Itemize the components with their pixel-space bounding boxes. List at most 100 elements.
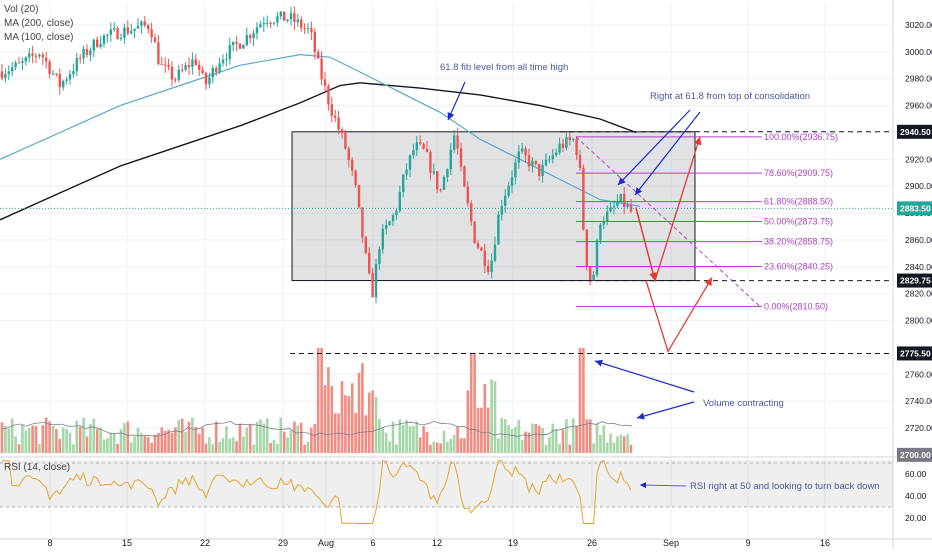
volume-bar	[208, 436, 211, 453]
candle-body	[476, 243, 480, 248]
candle-body	[466, 186, 469, 204]
volume-bar	[442, 430, 446, 453]
volume-bar	[422, 426, 425, 453]
rsi-tick-label: 40.00	[905, 491, 927, 501]
candle-body	[425, 148, 429, 152]
volume-bar	[262, 423, 266, 453]
legend-ma100[interactable]: MA (100, close)	[4, 32, 74, 43]
price-axis[interactable]: 3020.00 3000.00 2980.00 2960.00 2920.00 2900.…	[897, 20, 932, 523]
time-tick-label: 26	[587, 538, 597, 548]
time-tick-label: Sep	[663, 538, 679, 548]
candle-body	[109, 29, 112, 35]
volume-bar	[585, 419, 589, 453]
fib-level-label: 38.20%(2858.75)	[764, 237, 833, 247]
candle-body	[153, 37, 157, 43]
candle-body	[259, 24, 262, 28]
volume-bar	[561, 429, 565, 453]
price-tick-label: 2900.00	[905, 181, 932, 191]
volume-bar	[146, 436, 150, 453]
candle-body	[541, 165, 544, 177]
legend-rsi[interactable]: RSI (14, close)	[4, 462, 71, 473]
volume-bar	[582, 348, 585, 453]
candle-body	[136, 25, 140, 29]
candle-body	[585, 229, 588, 267]
candle-body	[429, 151, 432, 173]
candle-body	[402, 174, 405, 192]
volume-bar	[197, 433, 201, 453]
candle-body	[385, 225, 388, 229]
rsi-tick-label: 60.00	[905, 469, 927, 479]
candle-body	[75, 58, 78, 72]
volume-bar	[276, 443, 279, 453]
volume-bar	[429, 444, 432, 453]
time-tick-label: 6	[370, 538, 375, 548]
volume-bar	[500, 418, 504, 453]
candle-body	[459, 148, 463, 167]
volume-bar	[34, 425, 38, 453]
candle-body	[24, 57, 27, 62]
time-axis[interactable]: 8 15 22 29 Aug 6 12 19 26 Sep 9 16	[47, 538, 830, 548]
note-fib-ath: 61.8 fib level from all time high	[440, 62, 568, 73]
volume-bar	[473, 353, 476, 453]
candle-body	[72, 71, 75, 75]
volume-bar	[61, 427, 65, 453]
volume-bar	[463, 438, 466, 453]
candle-body	[422, 143, 425, 149]
volume-bar	[340, 381, 344, 453]
candle-body	[371, 273, 374, 298]
time-tick-label: 12	[432, 538, 442, 548]
candle-body	[99, 43, 102, 47]
candle-body	[201, 69, 204, 74]
volume-bar	[578, 348, 582, 453]
projection-arrows	[635, 136, 713, 354]
volume-bar	[231, 437, 235, 453]
candle-body	[92, 39, 95, 51]
candle-body	[521, 148, 524, 152]
volume-bar	[548, 436, 551, 453]
volume-bar	[497, 438, 500, 453]
legend-volume[interactable]: Vol (20)	[4, 4, 39, 15]
candle-body	[31, 53, 34, 56]
volume-bar	[320, 348, 323, 453]
volume-bar	[112, 432, 116, 453]
candle-body	[82, 49, 85, 59]
candle-body	[123, 27, 126, 39]
candle-body	[320, 58, 323, 80]
volume-bar	[551, 423, 555, 453]
fib-retracement[interactable]: 100.00%(2936.75) 78.60%(2909.75) 61.80%(28…	[575, 132, 838, 312]
fib-level-label: 78.60%(2909.75)	[764, 168, 833, 178]
time-tick-label: 16	[820, 538, 830, 548]
volume-bar	[123, 423, 126, 453]
candle-body	[354, 170, 357, 186]
volume-bar	[374, 396, 378, 453]
volume-bar	[102, 439, 106, 453]
candle-body	[225, 59, 228, 61]
candle-body	[276, 16, 279, 23]
volume-bar	[432, 441, 436, 453]
volume-bar	[568, 444, 572, 453]
note-rsi: RSI right at 50 and looking to turn back…	[690, 481, 880, 492]
volume-bar	[357, 372, 361, 453]
price-badge	[897, 124, 932, 139]
price-badge	[897, 447, 932, 462]
volume-bar	[163, 430, 167, 453]
candle-body	[517, 151, 520, 163]
candle-body	[21, 61, 24, 63]
candle-body	[215, 68, 218, 72]
candle-body	[419, 142, 422, 144]
candle-body	[344, 132, 347, 149]
time-tick-label: 19	[508, 538, 518, 548]
legend-ma200[interactable]: MA (200, close)	[4, 18, 74, 29]
volume-bar	[14, 436, 17, 453]
candle-body	[412, 150, 415, 156]
volume-bar	[541, 427, 544, 453]
volume-bar	[367, 392, 371, 453]
volume-bar	[575, 426, 578, 453]
volume-bar	[21, 424, 24, 453]
volume-bar	[330, 385, 334, 453]
candle-body	[609, 207, 612, 212]
candle-body	[269, 22, 272, 24]
fib-level-label: 23.60%(2840.25)	[764, 261, 833, 271]
